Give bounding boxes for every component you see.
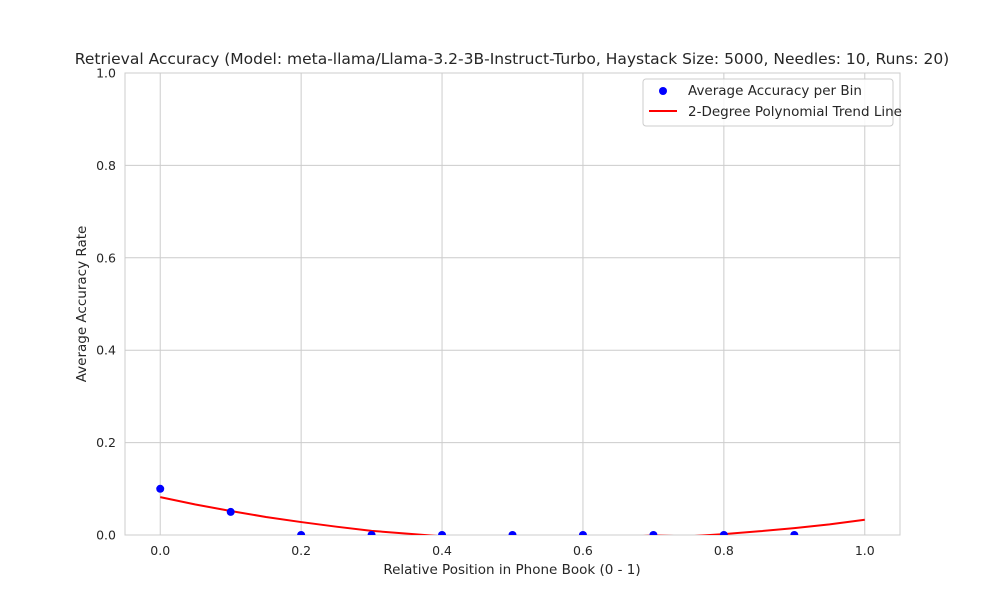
chart-title: Retrieval Accuracy (Model: meta-llama/Ll… (75, 50, 949, 68)
x-axis-label: Relative Position in Phone Book (0 - 1) (383, 562, 640, 578)
y-tick-label: 0.0 (96, 528, 116, 543)
x-tick-label: 1.0 (855, 543, 875, 558)
series-layer (156, 484, 865, 535)
plot-area (125, 73, 900, 535)
x-tick-labels: 0.0 0.2 0.4 0.6 0.8 1.0 (150, 543, 874, 558)
y-tick-label: 0.2 (96, 435, 116, 450)
scatter-point (156, 484, 165, 493)
legend: Average Accuracy per Bin 2-Degree Polyno… (642, 78, 902, 127)
legend-label-scatter: Average Accuracy per Bin (688, 83, 862, 99)
x-tick-label: 0.4 (432, 543, 452, 558)
scatter-point (649, 531, 658, 535)
legend-box (642, 78, 894, 127)
scatter-point (719, 531, 728, 535)
scatter-point (297, 531, 306, 535)
x-tick-label: 0.6 (573, 543, 593, 558)
scatter-point (438, 531, 447, 535)
scatter-point (508, 531, 517, 535)
legend-label-trend: 2-Degree Polynomial Trend Line (688, 104, 902, 120)
scatter-point (226, 507, 235, 516)
scatter-point (578, 531, 587, 535)
y-tick-label: 0.8 (96, 158, 116, 173)
trend-line (160, 496, 865, 535)
y-tick-label: 0.6 (96, 250, 116, 265)
legend-marker-scatter (659, 87, 667, 95)
y-tick-label: 0.4 (96, 343, 116, 358)
scatter-point (367, 531, 376, 535)
x-tick-label: 0.2 (291, 543, 311, 558)
y-tick-labels: 0.0 0.2 0.4 0.6 0.8 1.0 (96, 66, 116, 543)
scatter-point (790, 531, 799, 535)
y-axis-label: Average Accuracy Rate (74, 226, 90, 383)
x-tick-label: 0.0 (150, 543, 170, 558)
y-tick-label: 1.0 (96, 66, 116, 81)
x-tick-label: 0.8 (714, 543, 734, 558)
